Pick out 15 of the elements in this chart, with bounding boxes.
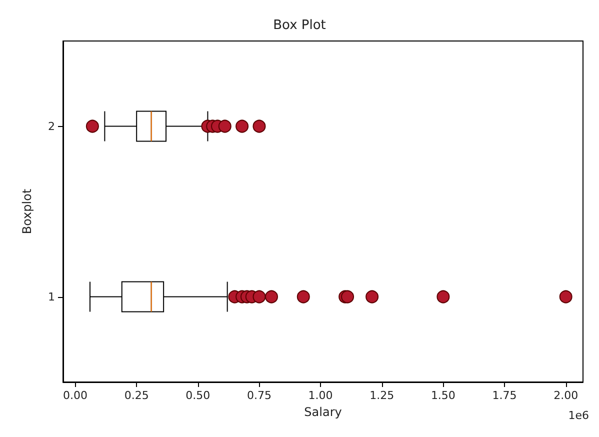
y-tick-label: 1	[48, 290, 55, 304]
x-tick-label: 0.75	[246, 389, 272, 402]
x-tick-label: 1.75	[492, 389, 517, 402]
y-axis-title: Boxplot	[20, 188, 34, 234]
x-tick-label: 1.00	[308, 389, 333, 402]
x-tick-label: 1.50	[430, 389, 456, 402]
y-tick-label: 2	[48, 120, 55, 133]
x-tick-label: 0.00	[63, 389, 88, 402]
x-tick-label: 2.00	[554, 389, 578, 402]
x-axis-title: Salary	[304, 405, 342, 419]
x-tick-label: 0.50	[186, 389, 210, 402]
x-tick-label: 1.25	[370, 389, 394, 402]
text: 1e6	[568, 409, 589, 422]
x-tick-label: 0.25	[124, 389, 149, 402]
chart-title: Box Plot	[273, 18, 326, 33]
